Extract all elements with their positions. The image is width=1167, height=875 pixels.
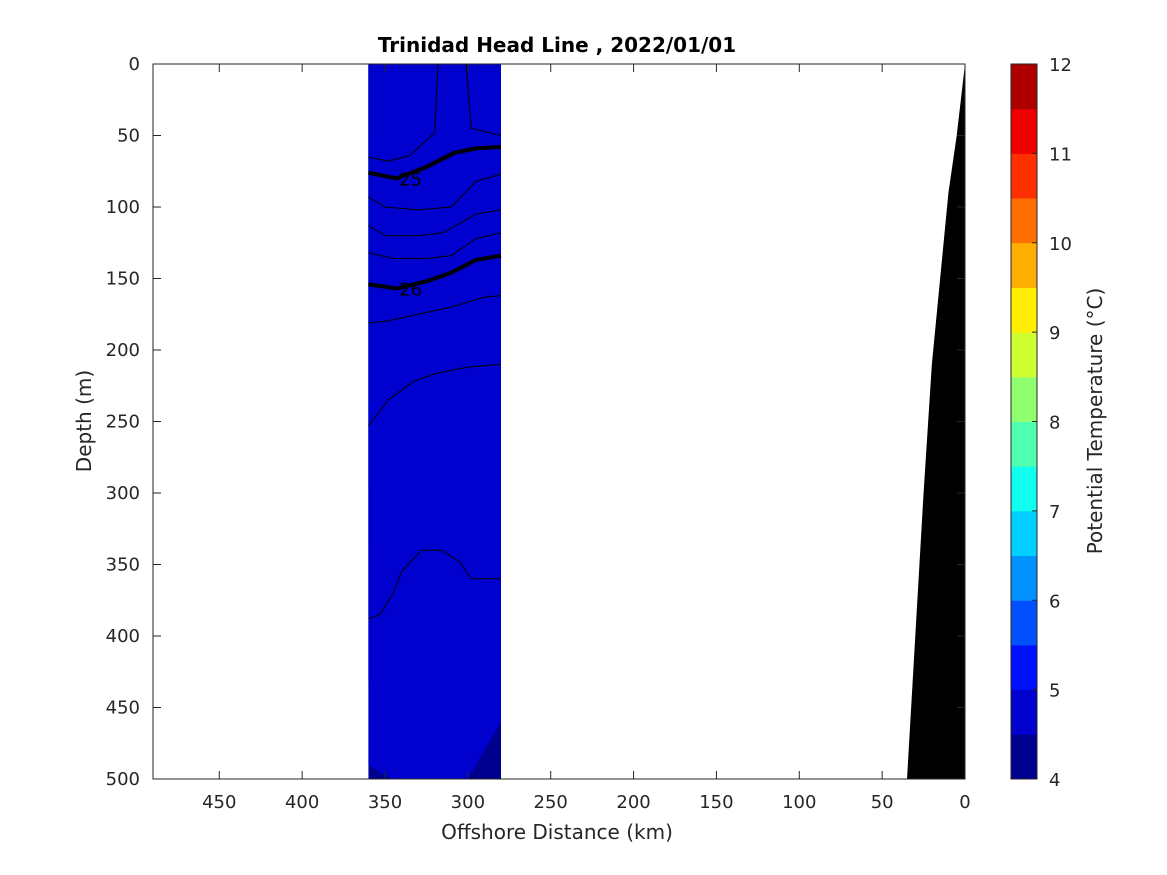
x-tick-label: 350 — [368, 792, 402, 813]
colorbar-tick-label: 9 — [1049, 323, 1060, 344]
y-tick-label: 500 — [106, 769, 140, 790]
x-tick-label: 400 — [285, 792, 319, 813]
contour-line — [368, 295, 502, 324]
colorbar-segment — [1011, 332, 1037, 378]
colorbar-segment — [1011, 421, 1037, 467]
temperature-contour-fill — [368, 64, 501, 779]
x-axis-ticks: 450 400 350 300 250 200 150 100 50 0 — [202, 64, 971, 813]
y-tick-label: 300 — [106, 483, 140, 504]
y-axis-ticks: 0 50 100 150 200 250 300 350 400 450 500 — [106, 54, 965, 790]
colorbar-tick-label: 11 — [1049, 144, 1072, 165]
colorbar-tick-label: 12 — [1049, 55, 1072, 76]
x-tick-label: 0 — [959, 792, 970, 813]
colorbar-tick-label: 8 — [1049, 413, 1060, 434]
colorbar-segment — [1011, 108, 1037, 154]
colorbar-tick-label: 6 — [1049, 591, 1060, 612]
colorbar-segment — [1011, 376, 1037, 422]
x-tick-label: 50 — [871, 792, 894, 813]
colorbar-tick-label: 7 — [1049, 502, 1060, 523]
colorbar-segment — [1011, 644, 1037, 691]
colorbar-segment — [1011, 64, 1037, 110]
x-tick-label: 300 — [451, 792, 485, 813]
contour-line — [368, 209, 502, 237]
contour-line — [368, 363, 502, 427]
contour-line — [368, 549, 501, 620]
y-tick-label: 450 — [106, 698, 140, 719]
colorbar-segment — [1011, 510, 1037, 557]
y-tick-label: 200 — [106, 340, 140, 361]
x-tick-label: 150 — [699, 792, 733, 813]
contour-line — [368, 232, 502, 259]
x-tick-label: 250 — [534, 792, 568, 813]
colorbar-segment — [1011, 689, 1037, 735]
x-axis-label: Offshore Distance (km) — [441, 820, 673, 844]
colorbar: 4 5 6 7 8 9 10 11 12 — [1010, 55, 1072, 791]
x-tick-label: 100 — [782, 792, 816, 813]
contour-line — [368, 173, 502, 211]
contour-label: 26 — [399, 280, 422, 301]
y-tick-label: 150 — [106, 269, 140, 290]
colorbar-tick-label: 4 — [1049, 770, 1060, 791]
contour-label: 25 — [399, 169, 422, 190]
temperature-band — [368, 64, 501, 779]
contour-line — [465, 64, 502, 136]
colorbar-segment — [1011, 555, 1037, 601]
colorbar-segment — [1011, 242, 1037, 288]
bold-contour-line — [368, 253, 502, 291]
x-tick-label: 450 — [202, 792, 236, 813]
chart-title: Trinidad Head Line , 2022/01/01 — [378, 33, 736, 57]
colorbar-tick-label: 10 — [1049, 234, 1072, 255]
y-tick-label: 0 — [129, 54, 140, 75]
y-axis-label: Depth (m) — [72, 370, 96, 472]
colorbar-segment — [1011, 734, 1037, 780]
colorbar-segment — [1011, 198, 1037, 244]
colorbar-segment — [1011, 153, 1037, 199]
bathymetry — [907, 64, 965, 779]
density-contour-lines: 25 26 — [368, 64, 502, 620]
colorbar-segment — [1011, 287, 1037, 333]
colorbar-segment — [1011, 466, 1037, 512]
bold-contour-line — [368, 144, 502, 181]
y-tick-label: 50 — [117, 126, 140, 147]
colorbar-tick-label: 5 — [1049, 681, 1060, 702]
y-tick-label: 350 — [106, 555, 140, 576]
y-tick-label: 250 — [106, 412, 140, 433]
y-tick-label: 400 — [106, 626, 140, 647]
colorbar-label: Potential Temperature (°C) — [1083, 288, 1107, 555]
y-tick-label: 100 — [106, 197, 140, 218]
colorbar-segment — [1011, 600, 1037, 646]
contour-line — [368, 64, 439, 162]
x-tick-label: 200 — [616, 792, 650, 813]
